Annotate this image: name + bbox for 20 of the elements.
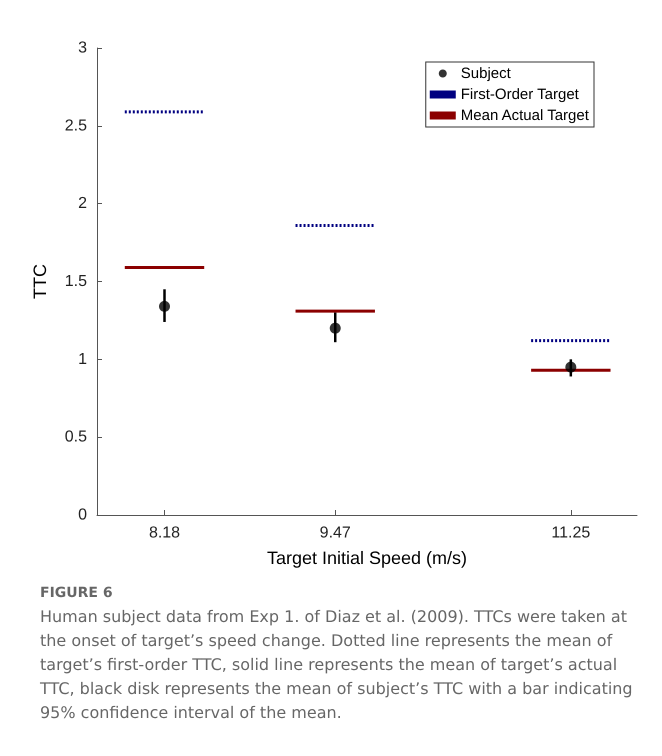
legend-label: Mean Actual Target	[460, 107, 590, 124]
y-tick-label: 2	[78, 195, 88, 212]
x-axis-title: Target Initial Speed (m/s)	[266, 548, 468, 568]
text: Human subject data from Exp 1. of Diaz et al. (2009). TTCs were taken at the onset of target’s speed change. Dotted line represents the mean of target’s first-order TTC, solid line represents the mean of target’s actual TTC, black disk represents the mean of subject’s TTC with a bar indicating 95% confidence interval of the mean.	[40, 606, 634, 724]
y-tick-label: 1.5	[64, 273, 88, 290]
point	[565, 362, 576, 373]
x-tick-label: 9.47	[320, 524, 351, 542]
y-tick-label: 2.5	[64, 117, 88, 134]
legend-label: First-Order Target	[460, 86, 580, 103]
legend-label: Subject	[460, 65, 512, 82]
y-tick-label: 0	[78, 506, 88, 524]
y-tick-label: 0.5	[64, 428, 88, 446]
x-tick-label: 11.25	[551, 524, 590, 542]
y-tick-label: 3	[78, 40, 88, 56]
point	[330, 322, 341, 334]
caption: FIGURE 6	[40, 585, 114, 601]
point	[159, 300, 170, 312]
y-tick-label: 1	[78, 350, 88, 368]
y-axis-title: TTC	[30, 264, 50, 299]
x-tick-label: 8.18	[148, 524, 180, 542]
